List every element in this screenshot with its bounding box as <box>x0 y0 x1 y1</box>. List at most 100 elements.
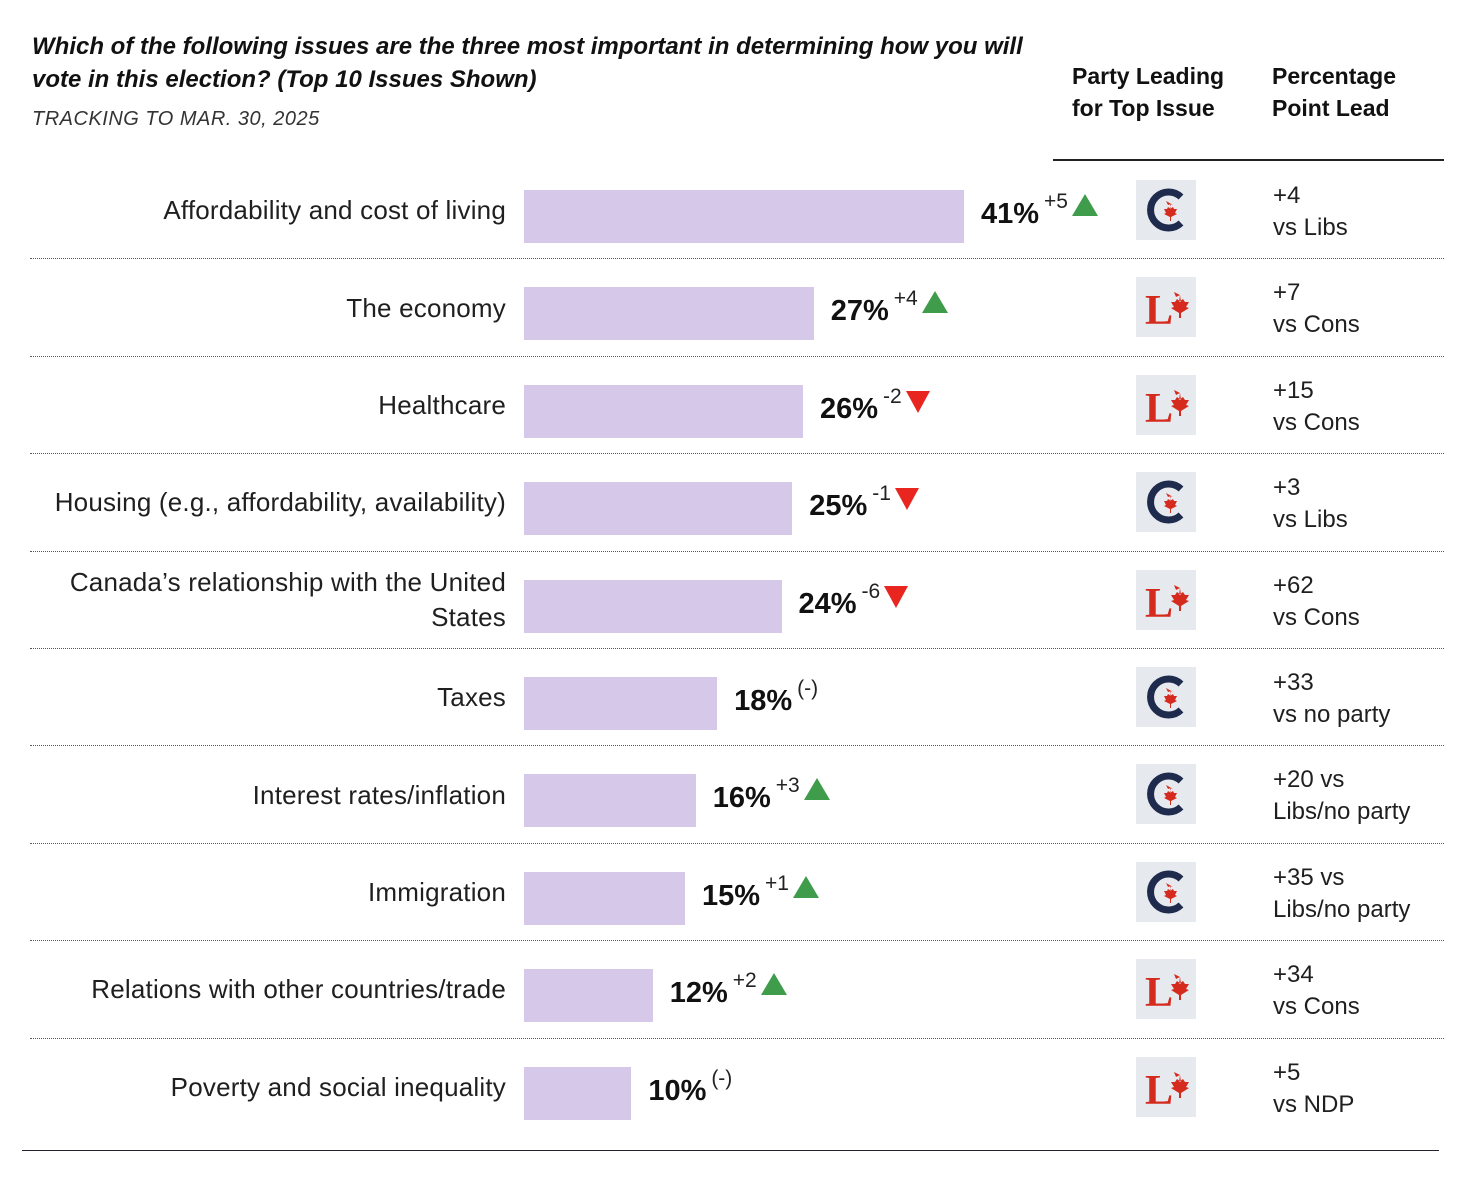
lead-label: +5 vs NDP <box>1273 1058 1355 1118</box>
triangle-up-icon <box>803 778 830 801</box>
conservative-logo-icon <box>1136 764 1196 825</box>
change-indicator: -1 <box>872 482 919 511</box>
value-label: 24% <box>798 587 857 620</box>
triangle-up-icon <box>921 291 948 314</box>
bar <box>524 774 696 828</box>
value-label: 16% <box>712 782 771 815</box>
change-indicator: (-) <box>711 1067 732 1091</box>
row-divider <box>30 745 1444 747</box>
category-label: Poverty and social inequality <box>170 1071 506 1102</box>
bar <box>524 676 718 730</box>
bar <box>524 482 793 536</box>
chart-row: Interest rates/inflation 16% +3 +20 vs Libs… <box>0 746 1466 844</box>
chart-row: Affordability and cost of living 41% +5 +4 … <box>0 162 1466 260</box>
lead-label: +33 vs no party <box>1273 668 1391 728</box>
chart-subtitle: TRACKING TO MAR. 30, 2025 <box>32 108 320 130</box>
category-label: Immigration <box>367 876 506 907</box>
change-indicator: +3 <box>775 774 830 801</box>
conservative-logo-icon <box>1136 472 1196 533</box>
category-label: Affordability and cost of living <box>163 195 506 226</box>
conservative-logo-icon <box>1136 180 1196 240</box>
liberal-logo-icon: L <box>1136 1056 1196 1117</box>
row-divider <box>30 842 1444 844</box>
triangle-up-icon <box>760 973 787 996</box>
chart-row: Immigration 15% +1 +35 vs Libs/no party <box>0 844 1466 942</box>
bar <box>524 1066 632 1120</box>
bar <box>524 871 685 925</box>
chart-row: Poverty and social inequality 10% (-) L +5 v… <box>0 1039 1466 1136</box>
chart-row: Canada’s relationship with the United St… <box>0 552 1466 649</box>
change-indicator: +4 <box>893 287 948 314</box>
row-divider <box>30 453 1444 455</box>
triangle-up-icon <box>1071 194 1098 216</box>
value-label: 26% <box>820 392 879 425</box>
conservative-logo-icon <box>1136 861 1196 922</box>
chart-rows: Affordability and cost of living 41% +5 +4 … <box>0 162 1466 1136</box>
change-indicator: +2 <box>732 969 787 996</box>
svg-text:L: L <box>1145 581 1173 625</box>
change-label: -1 <box>872 482 891 506</box>
change-indicator: -6 <box>862 580 909 608</box>
change-label: (-) <box>797 676 819 700</box>
lead-label: +4 vs Libs <box>1273 182 1348 241</box>
category-label: Interest rates/inflation <box>252 779 506 810</box>
lead-label: +15 vs Cons <box>1273 376 1360 436</box>
category-label: The economy <box>346 292 506 323</box>
row-divider <box>30 355 1444 357</box>
liberal-logo-icon: L <box>1136 959 1196 1020</box>
lead-label: +20 vs Libs/no party <box>1273 766 1411 826</box>
chart-row: The economy 27% +4 L +7 vs Cons <box>0 259 1466 357</box>
svg-text:L: L <box>1145 1068 1173 1112</box>
value-label: 12% <box>669 977 728 1010</box>
lead-label: +3 vs Libs <box>1273 474 1348 534</box>
change-label: +4 <box>893 287 918 311</box>
bottom-rule <box>22 1150 1439 1151</box>
value-label: 18% <box>734 684 793 717</box>
change-label: (-) <box>711 1066 733 1090</box>
bar <box>524 969 653 1023</box>
change-label: -6 <box>861 579 881 603</box>
bar <box>524 384 804 438</box>
category-label: Healthcare <box>378 389 506 420</box>
triangle-down-icon <box>884 585 909 608</box>
bar <box>524 287 814 341</box>
triangle-up-icon <box>792 875 819 898</box>
change-indicator: (-) <box>797 677 818 701</box>
change-indicator: +5 <box>1044 190 1098 216</box>
liberal-logo-icon: L <box>1136 374 1196 435</box>
category-label: Housing (e.g., affordability, availabili… <box>54 487 506 518</box>
chart-row: Housing (e.g., affordability, availabili… <box>0 454 1466 552</box>
category-label: Canada’s relationship with the United St… <box>69 567 506 633</box>
lead-label: +35 vs Libs/no party <box>1273 863 1411 923</box>
change-label: +1 <box>764 871 789 895</box>
change-label: +3 <box>775 774 800 798</box>
triangle-down-icon <box>894 488 919 511</box>
change-label: -2 <box>883 384 902 408</box>
lead-label: +62 vs Cons <box>1273 571 1360 631</box>
bar <box>524 190 964 243</box>
party-column-header: Party Leading for Top Issue <box>1072 63 1225 121</box>
header-rule <box>1053 159 1444 161</box>
liberal-logo-icon: L <box>1136 277 1196 338</box>
bar <box>524 579 782 633</box>
lead-label: +34 vs Cons <box>1273 961 1360 1021</box>
triangle-down-icon <box>905 390 930 413</box>
change-indicator: -2 <box>883 385 930 413</box>
row-divider <box>30 550 1444 552</box>
chart-row: Taxes 18% (-) +33 vs no party <box>0 649 1466 747</box>
row-divider <box>30 258 1444 260</box>
svg-text:L: L <box>1145 970 1173 1014</box>
value-label: 25% <box>809 490 868 523</box>
category-label: Taxes <box>437 682 506 713</box>
svg-text:L: L <box>1145 386 1173 430</box>
row-divider <box>30 647 1444 649</box>
change-label: +2 <box>732 969 757 993</box>
conservative-logo-icon <box>1136 666 1196 727</box>
lead-column-header: Percentage Point Lead <box>1272 63 1397 121</box>
category-label: Relations with other countries/trade <box>91 974 506 1005</box>
value-label: 15% <box>701 879 761 912</box>
value-label: 27% <box>830 295 889 328</box>
chart-row: Healthcare 26% -2 L +15 vs Cons <box>0 357 1466 455</box>
svg-text:L: L <box>1145 288 1173 332</box>
row-divider <box>30 940 1444 942</box>
